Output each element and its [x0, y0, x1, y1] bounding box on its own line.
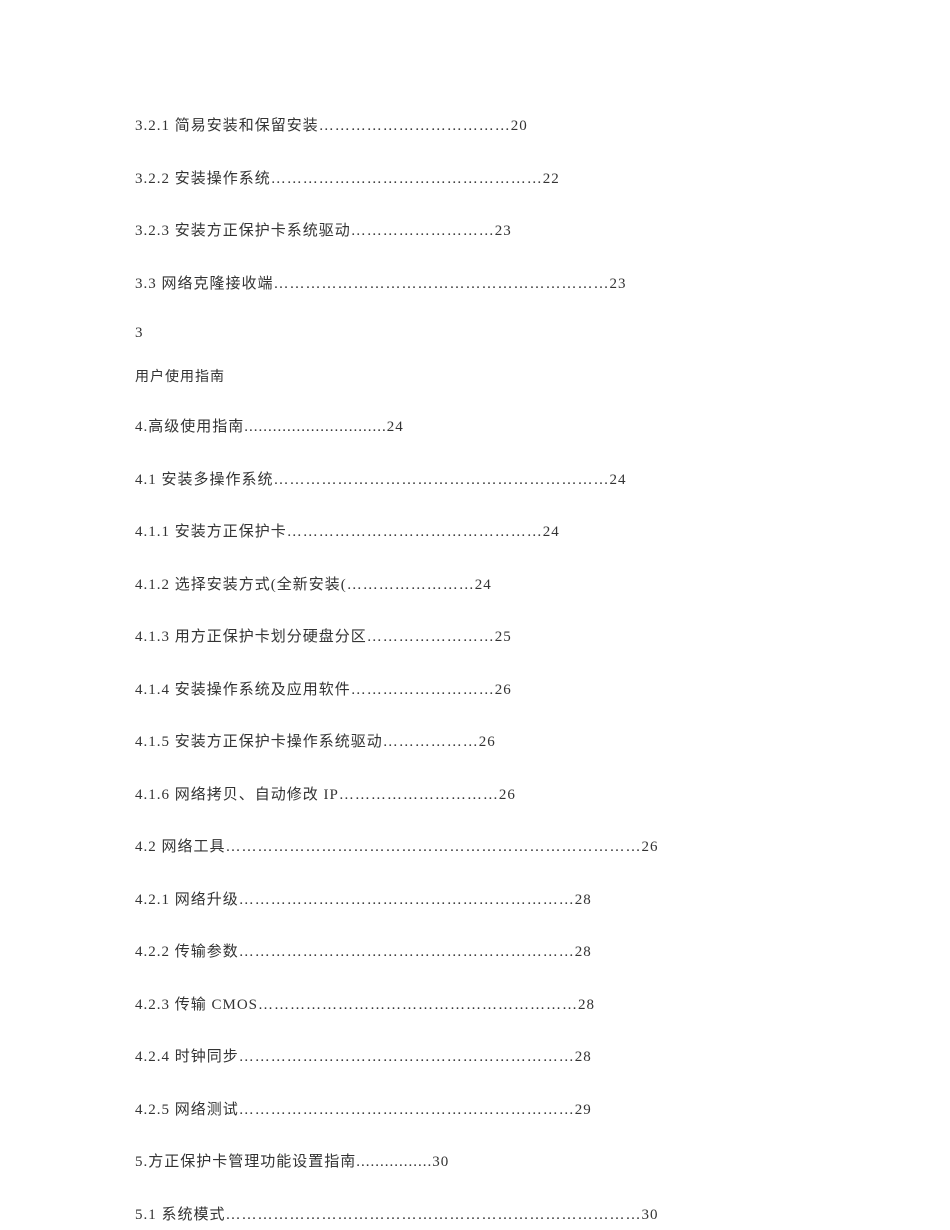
- toc-entry: 4.2.3 传输 CMOS……………………………………………………28: [135, 994, 815, 1017]
- toc-entry: 4.1.5 安装方正保护卡操作系统驱动………………26: [135, 731, 815, 754]
- page-number-marker: 3: [135, 325, 815, 342]
- toc-entry: 4.1.3 用方正保护卡划分硬盘分区……………………25: [135, 626, 815, 649]
- toc-entry: 4.2.1 网络升级………………………………………………………28: [135, 889, 815, 912]
- toc-entry: 3.2.1 简易安装和保留安装………………………………20: [135, 115, 815, 138]
- toc-entry: 4.1 安装多操作系统………………………………………………………24: [135, 469, 815, 492]
- toc-entry: 5.1 系统模式……………………………………………………………………30: [135, 1204, 815, 1227]
- toc-entry: 3.2.3 安装方正保护卡系统驱动………………………23: [135, 220, 815, 243]
- toc-entry: 5.方正保护卡管理功能设置指南................30: [135, 1151, 815, 1174]
- toc-entry: 4.高级使用指南..............................24: [135, 416, 815, 439]
- toc-entry: 4.2.5 网络测试………………………………………………………29: [135, 1099, 815, 1122]
- toc-entry: 4.1.4 安装操作系统及应用软件………………………26: [135, 679, 815, 702]
- toc-entry: 4.2 网络工具……………………………………………………………………26: [135, 836, 815, 859]
- toc-entry: 3.2.2 安装操作系统……………………………………………22: [135, 168, 815, 191]
- toc-entry: 4.1.2 选择安装方式(全新安装(……………………24: [135, 574, 815, 597]
- toc-entry: 4.1.1 安装方正保护卡…………………………………………24: [135, 521, 815, 544]
- toc-entry: 3.3 网络克隆接收端………………………………………………………23: [135, 273, 815, 296]
- toc-container: 3.2.1 简易安装和保留安装………………………………20 3.2.2 安装操作…: [135, 115, 815, 1226]
- toc-entry: 4.1.6 网络拷贝、自动修改 IP…………………………26: [135, 784, 815, 807]
- toc-entry: 4.2.2 传输参数………………………………………………………28: [135, 941, 815, 964]
- toc-entry: 4.2.4 时钟同步………………………………………………………28: [135, 1046, 815, 1069]
- section-title: 用户使用指南: [135, 366, 815, 386]
